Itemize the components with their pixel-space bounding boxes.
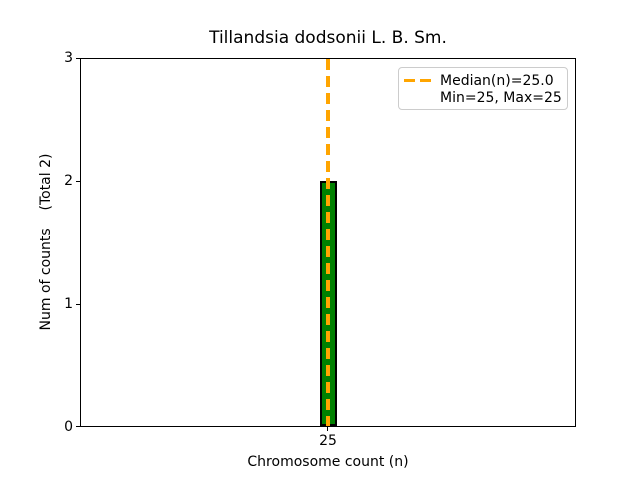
y-tick-label-2: 2 <box>64 173 73 189</box>
legend-label-minmax: Min=25, Max=25 <box>440 89 562 106</box>
y-tick-label-1: 1 <box>64 296 73 312</box>
y-axis-title: Num of counts (Total 2) <box>38 153 54 331</box>
legend-entry-median: Median(n)=25.0 <box>404 72 561 89</box>
x-tick-mark <box>327 427 328 431</box>
median-line <box>326 59 330 426</box>
y-tick-label-3: 3 <box>64 50 73 66</box>
y-tick-mark-0 <box>76 426 80 427</box>
legend: Median(n)=25.0 Min=25, Max=25 <box>398 67 568 110</box>
x-tick-label: 25 <box>319 433 337 449</box>
y-tick-mark-1 <box>76 304 80 305</box>
y-tick-mark-2 <box>76 181 80 182</box>
plot-area <box>80 58 576 427</box>
legend-empty-marker <box>404 96 431 99</box>
chart-title: Tillandsia dodsonii L. B. Sm. <box>209 28 447 48</box>
x-axis-title: Chromosome count (n) <box>247 454 409 470</box>
median-dashed-line-icon <box>404 79 431 82</box>
legend-entry-minmax: Min=25, Max=25 <box>404 89 562 106</box>
y-tick-label-0: 0 <box>64 419 73 435</box>
legend-label-median: Median(n)=25.0 <box>440 72 554 89</box>
y-tick-mark-3 <box>76 58 80 59</box>
